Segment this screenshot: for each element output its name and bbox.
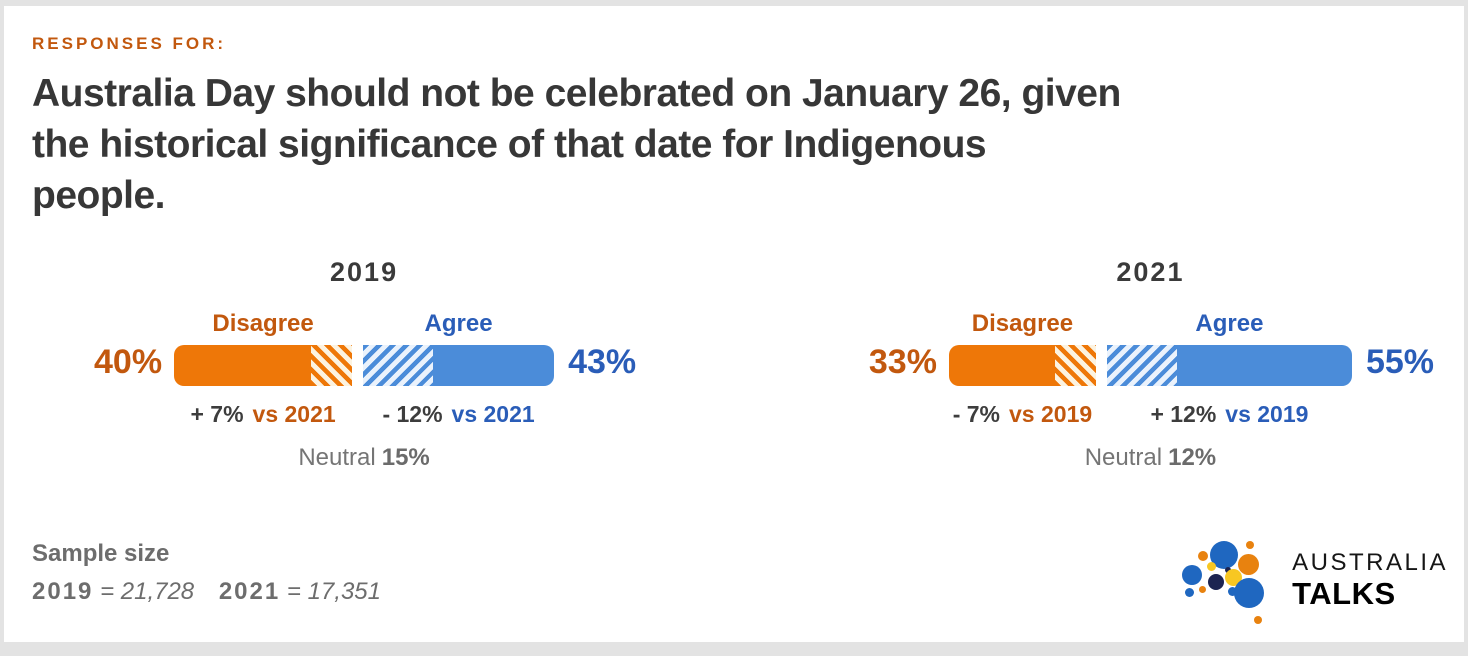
sample-value-2021: = 17,351 xyxy=(286,578,381,605)
agree-label-2019: Agree xyxy=(424,310,493,337)
disagree-bar-2019 xyxy=(174,345,353,386)
agree-delta-vs-2019: vs 2021 xyxy=(451,401,535,427)
agree-delta-2019: - 12% vs 2021 xyxy=(363,401,554,428)
logo-line-talks: TALKS xyxy=(1292,576,1396,611)
agree-delta-2021: + 12% vs 2019 xyxy=(1107,401,1352,428)
disagree-label-2019: Disagree xyxy=(212,310,314,337)
sample-size-values: 2019 = 21,728 2021 = 17,351 xyxy=(32,578,399,606)
bars-column-2021: 2021 Disagree Agree - 7% vs 20 xyxy=(948,257,1352,472)
disagree-bar-hatch-2019 xyxy=(311,345,353,386)
agree-bar-hatch-2019 xyxy=(363,345,434,386)
panel-year-2019: 2019 xyxy=(330,257,399,287)
sample-size-block: Sample size 2019 = 21,728 2021 = 17,351 xyxy=(32,540,399,606)
agree-label-2021: Agree xyxy=(1195,310,1264,337)
delta-row-2021: - 7% vs 2019 + 12% vs 2019 xyxy=(949,401,1352,428)
disagree-value-2021: 33% xyxy=(868,343,937,381)
neutral-value-2021: 12% xyxy=(1168,444,1217,471)
neutral-2021: Neutral 12% xyxy=(1085,444,1216,472)
sample-year-2021: 2021 xyxy=(218,578,281,605)
disagree-bar-hatch-2021 xyxy=(1054,345,1096,386)
panel-2019: 40% 2019 Disagree Agree + 7 xyxy=(94,257,636,472)
sample-year-2019: 2019 xyxy=(32,578,94,605)
bar-row-2021 xyxy=(948,345,1352,386)
neutral-label-2021: Neutral xyxy=(1084,444,1163,471)
disagree-delta-value-2019: + 7% xyxy=(190,401,244,427)
agree-bar-2021 xyxy=(1106,345,1352,386)
disagree-delta-vs-2021: vs 2019 xyxy=(1009,401,1093,427)
australia-map-logo-icon xyxy=(1174,530,1286,630)
logo-line-australia: AUSTRALIA xyxy=(1292,549,1448,576)
agree-bar-hatch-2021 xyxy=(1106,345,1177,386)
category-labels-2021: Disagree Agree xyxy=(949,310,1352,338)
sample-size-title: Sample size xyxy=(32,540,170,567)
delta-row-2019: + 7% vs 2021 - 12% vs 2021 xyxy=(174,401,554,428)
neutral-value-2019: 15% xyxy=(381,444,430,471)
disagree-delta-vs-2019: vs 2021 xyxy=(252,401,336,427)
panel-year-2021: 2021 xyxy=(1116,257,1185,287)
category-labels-2019: Disagree Agree xyxy=(174,310,554,338)
disagree-bar-2021 xyxy=(948,345,1096,386)
bars-column-2019: 2019 Disagree Agree + 7% vs 20 xyxy=(174,257,555,472)
agree-delta-value-2021: + 12% xyxy=(1150,401,1217,427)
agree-value-2021: 55% xyxy=(1365,343,1434,381)
agree-delta-vs-2021: vs 2019 xyxy=(1225,401,1309,427)
agree-bar-2019 xyxy=(363,345,555,386)
chart-card: RESPONSES FOR: Australia Day should not … xyxy=(4,6,1464,642)
bar-row-2019 xyxy=(174,345,555,386)
neutral-label-2019: Neutral xyxy=(298,444,376,471)
logo-wordmark: AUSTRALIA TALKS xyxy=(1292,549,1448,611)
disagree-delta-value-2021: - 7% xyxy=(952,401,1001,427)
question-title: Australia Day should not be celebrated o… xyxy=(32,72,1121,217)
panel-2021: 33% 2021 Disagree Agree - 7 xyxy=(869,257,1434,472)
agree-value-2019: 43% xyxy=(568,343,637,381)
disagree-value-2019: 40% xyxy=(94,343,163,381)
disagree-label-2021: Disagree xyxy=(971,310,1074,337)
disagree-delta-2021: - 7% vs 2019 xyxy=(949,401,1096,428)
sample-value-2019: = 21,728 xyxy=(100,578,195,605)
australia-talks-logo: AUSTRALIA TALKS xyxy=(1174,530,1448,630)
disagree-delta-2019: + 7% vs 2021 xyxy=(174,401,352,428)
neutral-2019: Neutral 15% xyxy=(298,444,429,472)
charts-row: 40% 2019 Disagree Agree + 7 xyxy=(32,257,1436,472)
kicker-label: RESPONSES FOR: xyxy=(32,34,227,53)
agree-delta-value-2019: - 12% xyxy=(382,401,443,427)
